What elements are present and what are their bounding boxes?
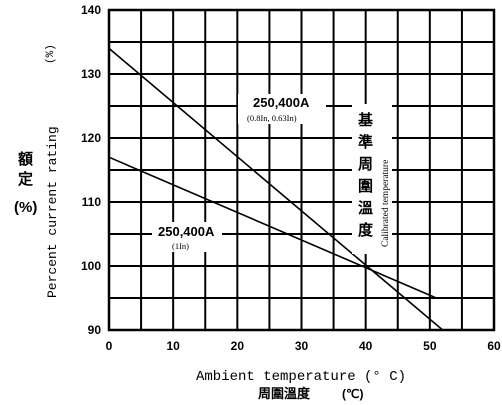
grid	[108, 9, 495, 331]
calibrated-cjk-3: 圍	[358, 177, 373, 195]
plot-border	[107, 8, 496, 332]
series-line-2	[108, 156, 437, 299]
calibrated-cjk-2: 周	[358, 155, 373, 173]
x-axis-cjk-unit: (℃)	[342, 387, 363, 401]
x-tick-label-5: 50	[423, 339, 437, 353]
x-axis-label: Ambient temperature (° C)	[196, 369, 406, 385]
y-tick-label-0: 90	[88, 323, 102, 337]
series-1-label-bg	[238, 94, 326, 124]
x-tick-label-4: 40	[359, 339, 373, 353]
series-1-label: 250,400A	[253, 95, 310, 110]
calibrated-en: Calibrated temperature	[381, 160, 391, 247]
y-tick-label-4: 130	[81, 67, 101, 81]
y-tick-label-5: 140	[81, 3, 101, 17]
calibrated-label-bg	[352, 104, 392, 254]
y-axis-cjk-unit: (%)	[14, 199, 37, 216]
tick-labels: 0 10 20 30 40 50 60 90 100 110 120 130 140	[81, 3, 501, 353]
y-tick-label-1: 100	[81, 259, 101, 273]
calibrated-cjk-1: 準	[358, 133, 373, 151]
series-lines	[108, 47, 444, 331]
series-line-1	[108, 47, 444, 331]
y-tick-label-2: 110	[82, 195, 102, 209]
x-tick-label-1: 10	[166, 339, 180, 353]
x-tick-label-0: 0	[106, 339, 113, 353]
y-tick-label-3: 120	[81, 131, 101, 145]
y-axis-unit: (%)	[45, 44, 57, 64]
series-2-note: (1In)	[172, 241, 189, 251]
x-tick-label-6: 60	[487, 339, 501, 353]
plot-frame	[107, 8, 496, 332]
series-2-label: 250,400A	[158, 224, 215, 239]
calibrated-cjk-0: 基	[357, 111, 374, 129]
series-2-label-bg	[152, 222, 222, 252]
series-1-note: (0.8In, 0.63In)	[247, 113, 297, 123]
calibrated-cjk-4: 溫	[358, 199, 373, 217]
x-axis-cjk: 周圍溫度	[258, 386, 311, 402]
y-axis-cjk-1: 定	[18, 170, 33, 188]
y-axis-cjk-0: 額	[17, 150, 33, 168]
calibrated-cjk-5: 度	[358, 221, 374, 239]
x-tick-label-2: 20	[231, 339, 245, 353]
y-axis-label: Percent current rating	[45, 126, 60, 298]
x-tick-label-3: 30	[295, 339, 309, 353]
